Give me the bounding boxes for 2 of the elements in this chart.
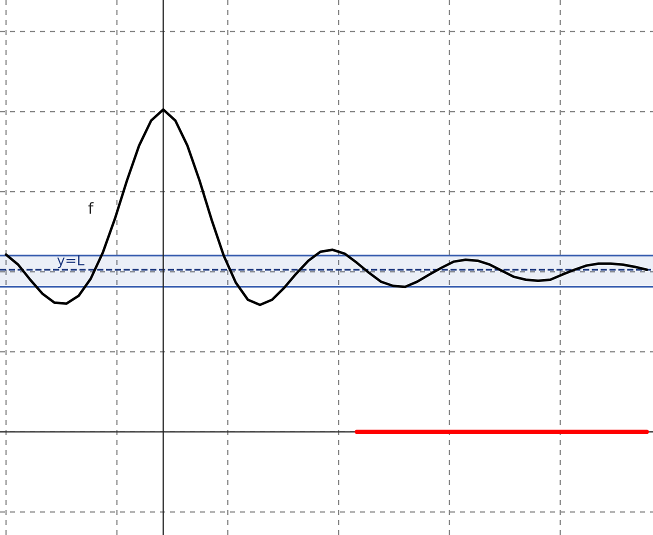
ref-line-label: y=L [57,255,84,268]
annotation: f [88,202,94,214]
